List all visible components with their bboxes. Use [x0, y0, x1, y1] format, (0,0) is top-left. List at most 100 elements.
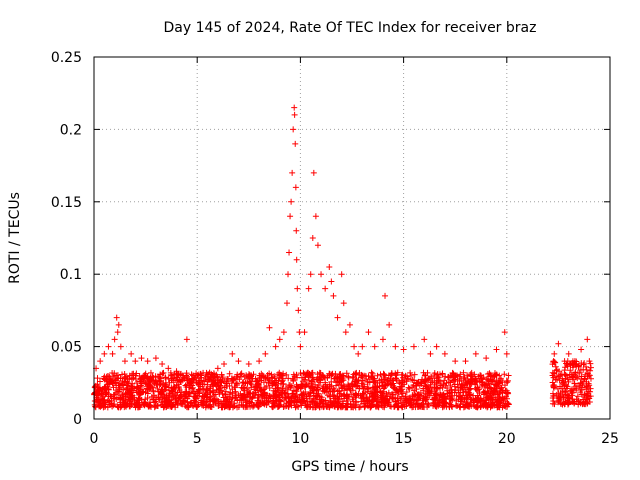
data-point [113, 387, 120, 394]
data-point [484, 403, 491, 410]
data-point [219, 374, 226, 381]
data-point [459, 392, 466, 399]
data-point [449, 389, 456, 396]
data-point [400, 401, 407, 408]
data-point [159, 360, 166, 367]
data-point [348, 381, 355, 388]
data-point [174, 371, 181, 378]
data-point [380, 370, 387, 377]
data-point [114, 329, 121, 336]
data-point [279, 393, 286, 400]
data-point [387, 381, 394, 388]
data-point [371, 384, 378, 391]
data-point [294, 384, 301, 391]
x-tick-label: 10 [291, 431, 309, 447]
data-point [434, 400, 441, 407]
data-point [337, 370, 344, 377]
data-point [386, 403, 393, 410]
data-point [344, 386, 351, 393]
data-point [443, 400, 450, 407]
data-point [578, 386, 585, 393]
data-point [394, 369, 401, 376]
data-point [115, 321, 122, 328]
data-point [388, 371, 395, 378]
data-point [468, 402, 475, 409]
data-point [458, 381, 465, 388]
data-point [211, 395, 218, 402]
data-point [444, 385, 451, 392]
data-point [391, 394, 398, 401]
data-point [310, 169, 317, 176]
data-point [292, 140, 299, 147]
data-point [193, 379, 200, 386]
data-point [551, 401, 558, 408]
data-point [427, 350, 434, 357]
data-point [259, 372, 266, 379]
data-point [238, 370, 245, 377]
data-point [109, 350, 116, 357]
data-point [305, 285, 312, 292]
data-point [549, 379, 556, 386]
data-point [312, 213, 319, 220]
data-point [212, 379, 219, 386]
data-point [412, 391, 418, 398]
y-tick-label: 0.1 [60, 267, 82, 283]
data-point [379, 396, 386, 403]
data-point [462, 358, 469, 365]
data-point [357, 403, 364, 410]
data-point [330, 385, 337, 392]
data-point [118, 392, 125, 399]
data-point [276, 336, 283, 343]
data-point [290, 377, 297, 384]
data-point [567, 367, 574, 374]
data-point [320, 385, 327, 392]
data-point [125, 380, 132, 387]
data-point [496, 372, 503, 379]
data-point [179, 372, 186, 379]
data-point [108, 402, 115, 409]
data-point [349, 396, 356, 403]
data-point [396, 378, 403, 385]
data-point [454, 402, 461, 409]
data-point [405, 384, 412, 391]
data-point [476, 377, 483, 384]
data-point [214, 365, 221, 372]
data-point [398, 371, 405, 378]
data-point [292, 393, 299, 400]
data-point [549, 361, 556, 368]
data-point [319, 400, 326, 407]
data-point [560, 379, 567, 386]
data-point [568, 390, 575, 397]
data-point [280, 381, 287, 388]
data-point [365, 329, 372, 336]
data-point [555, 390, 562, 397]
data-point [326, 370, 333, 377]
data-point [160, 369, 167, 376]
data-point [472, 350, 479, 357]
data-point [291, 104, 298, 111]
data-point [366, 397, 373, 404]
data-point [291, 111, 298, 118]
data-point [206, 376, 213, 383]
data-point [245, 389, 252, 396]
data-point [555, 398, 562, 405]
data-point [251, 386, 258, 393]
data-point [561, 367, 568, 374]
data-point [299, 395, 306, 402]
data-point [102, 391, 109, 398]
data-point [435, 377, 442, 384]
data-point [452, 402, 459, 409]
data-point [505, 372, 512, 379]
data-point [145, 403, 152, 410]
data-point [271, 373, 278, 380]
data-point [383, 390, 390, 397]
data-point [349, 375, 356, 382]
data-point [143, 385, 150, 392]
data-point [146, 384, 153, 391]
data-point [208, 403, 215, 410]
data-point [128, 389, 135, 396]
data-point [447, 379, 454, 386]
data-point [339, 376, 346, 383]
data-point [103, 373, 110, 380]
data-point [255, 394, 262, 401]
